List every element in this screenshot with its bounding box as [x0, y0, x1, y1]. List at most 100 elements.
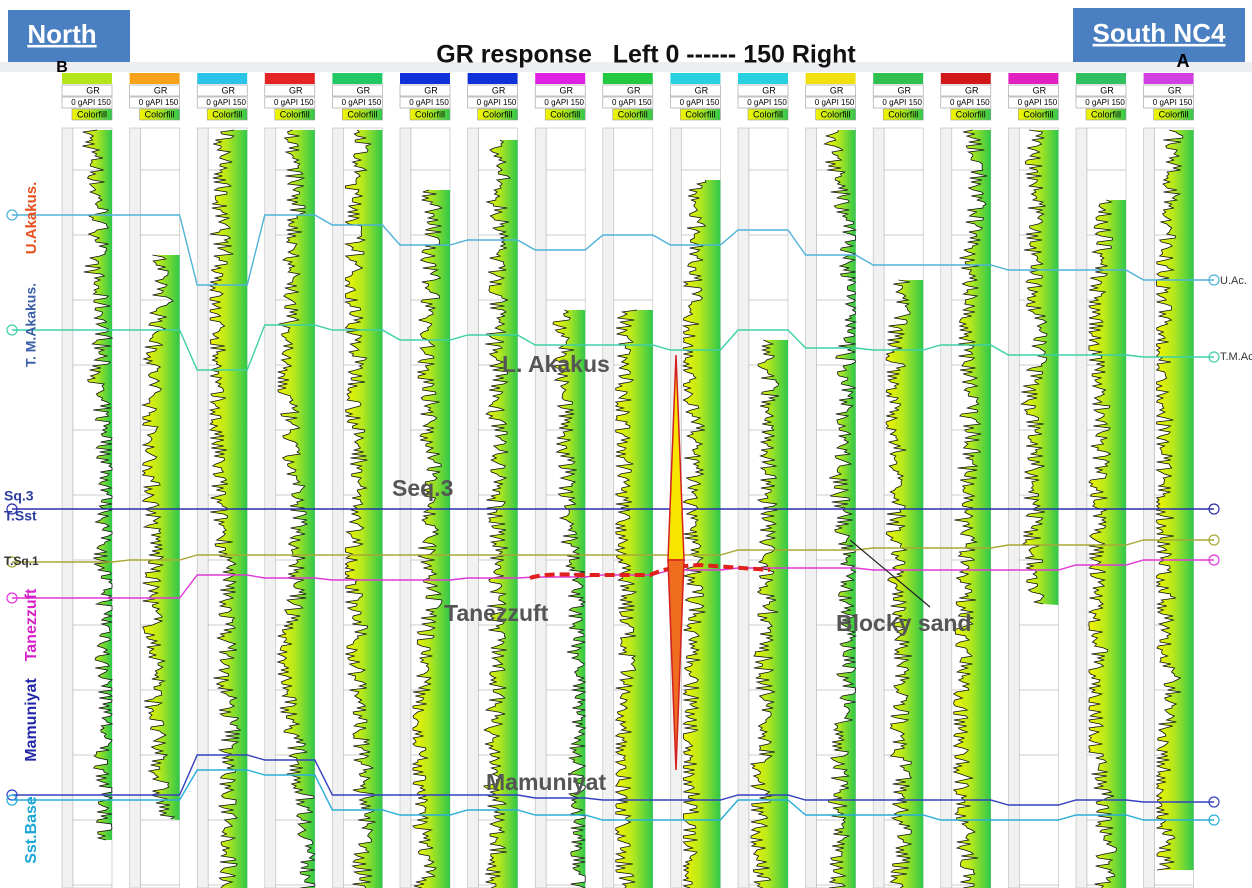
well-tag — [738, 73, 788, 84]
depth-column — [468, 128, 479, 888]
left-label: Sst.Base — [23, 796, 40, 864]
well-tag — [535, 73, 585, 84]
curve-scale: 0 gAPI 150 — [815, 98, 855, 107]
well-tag — [1008, 73, 1058, 84]
depth-column — [806, 128, 817, 888]
colorfill-label: Colorfill — [1159, 109, 1189, 119]
curve-name: GR — [1033, 85, 1047, 95]
colorfill-label: Colorfill — [212, 109, 242, 119]
annotation: Tanezzuft — [444, 600, 549, 626]
right-label: U.Ac. — [1220, 275, 1247, 287]
curve-scale: 0 gAPI 150 — [342, 98, 382, 107]
depth-column — [1144, 128, 1155, 888]
colorfill-label: Colorfill — [753, 109, 783, 119]
colorfill-label: Colorfill — [956, 109, 986, 119]
depth-column — [400, 128, 411, 888]
depth-column — [265, 128, 276, 888]
annotation: L. Akakus — [502, 351, 610, 377]
title: GR response Left 0 ------ 150 Right — [436, 41, 856, 69]
tracks: GR 0 gAPI 150 Colorfill GR 0 gAPI 150 Colorfi… — [62, 73, 1194, 888]
curve-scale: 0 gAPI 150 — [612, 98, 652, 107]
curve-scale: 0 gAPI 150 — [139, 98, 179, 107]
curve-scale: 0 gAPI 150 — [409, 98, 449, 107]
curve-name: GR — [559, 85, 573, 95]
colorfill-label: Colorfill — [347, 109, 377, 119]
annotation: Seq.3 — [392, 475, 453, 501]
curve-scale: 0 gAPI 150 — [882, 98, 922, 107]
curve-name: GR — [357, 85, 371, 95]
curve-name: GR — [424, 85, 438, 95]
marker-b: B — [56, 59, 68, 76]
colorfill-label: Colorfill — [550, 109, 580, 119]
left-label: T.Sq.1 — [4, 554, 39, 568]
correlation-panel: GR 0 gAPI 150 Colorfill GR 0 gAPI 150 Colorfi… — [0, 0, 1252, 888]
depth-column — [873, 128, 884, 888]
colorfill-label: Colorfill — [77, 109, 107, 119]
curve-scale: 0 gAPI 150 — [680, 98, 720, 107]
curve-name: GR — [762, 85, 776, 95]
curve-name: GR — [492, 85, 506, 95]
well-tag — [806, 73, 856, 84]
curve-scale: 0 gAPI 150 — [1018, 98, 1058, 107]
curve-name: GR — [965, 85, 979, 95]
colorfill-label: Colorfill — [685, 109, 715, 119]
well-tag — [265, 73, 315, 84]
colorfill-label: Colorfill — [1091, 109, 1121, 119]
south-label: South NC4 — [1093, 18, 1226, 48]
well-tag — [1144, 73, 1194, 84]
colorfill-label: Colorfill — [483, 109, 513, 119]
curve-name: GR — [221, 85, 235, 95]
annotation: Mamuniyat — [486, 769, 606, 795]
curve-scale: 0 gAPI 150 — [950, 98, 990, 107]
annotation: Blocky sand — [836, 610, 972, 636]
colorfill-label: Colorfill — [618, 109, 648, 119]
well-tag — [670, 73, 720, 84]
depth-column — [332, 128, 343, 888]
curve-name: GR — [627, 85, 641, 95]
well-tag — [1076, 73, 1126, 84]
depth-column — [738, 128, 749, 888]
depth-column — [62, 128, 73, 888]
left-label: Sq.3 — [4, 488, 34, 504]
page: GR 0 gAPI 150 Colorfill GR 0 gAPI 150 Colorfi… — [0, 0, 1252, 888]
depth-column — [1008, 128, 1019, 888]
left-label: T.Sst — [4, 508, 37, 524]
curve-scale: 0 gAPI 150 — [206, 98, 246, 107]
curve-name: GR — [154, 85, 168, 95]
depth-column — [1076, 128, 1087, 888]
well-tag — [400, 73, 450, 84]
curve-name: GR — [830, 85, 844, 95]
left-label: Mamuniyat — [23, 678, 40, 762]
colorfill-label: Colorfill — [1023, 109, 1053, 119]
depth-column — [197, 128, 208, 888]
curve-name: GR — [897, 85, 911, 95]
colorfill-label: Colorfill — [415, 109, 445, 119]
colorfill-label: Colorfill — [888, 109, 918, 119]
curve-scale: 0 gAPI 150 — [71, 98, 111, 107]
left-label: U.Akakus. — [23, 182, 40, 255]
right-label: T.M.Ac. — [1220, 351, 1252, 363]
colorfill-label: Colorfill — [145, 109, 175, 119]
curve-name: GR — [289, 85, 303, 95]
curve-name: GR — [1168, 85, 1182, 95]
curve-scale: 0 gAPI 150 — [544, 98, 584, 107]
well-tag — [873, 73, 923, 84]
well-tag — [941, 73, 991, 84]
curve-name: GR — [86, 85, 100, 95]
well-tag — [603, 73, 653, 84]
left-label: Tanezzuft — [23, 588, 40, 661]
well-tag — [197, 73, 247, 84]
well-tag — [130, 73, 180, 84]
well-tag — [332, 73, 382, 84]
curve-name: GR — [1100, 85, 1114, 95]
curve-name: GR — [695, 85, 709, 95]
marker-a: A — [1177, 51, 1190, 71]
colorfill-label: Colorfill — [821, 109, 851, 119]
depth-column — [941, 128, 952, 888]
left-label: T. M.Akakus. — [23, 283, 39, 367]
curve-scale: 0 gAPI 150 — [1153, 98, 1193, 107]
curve-scale: 0 gAPI 150 — [274, 98, 314, 107]
north-label: North — [27, 19, 96, 49]
colorfill-label: Colorfill — [280, 109, 310, 119]
curve-scale: 0 gAPI 150 — [1085, 98, 1125, 107]
